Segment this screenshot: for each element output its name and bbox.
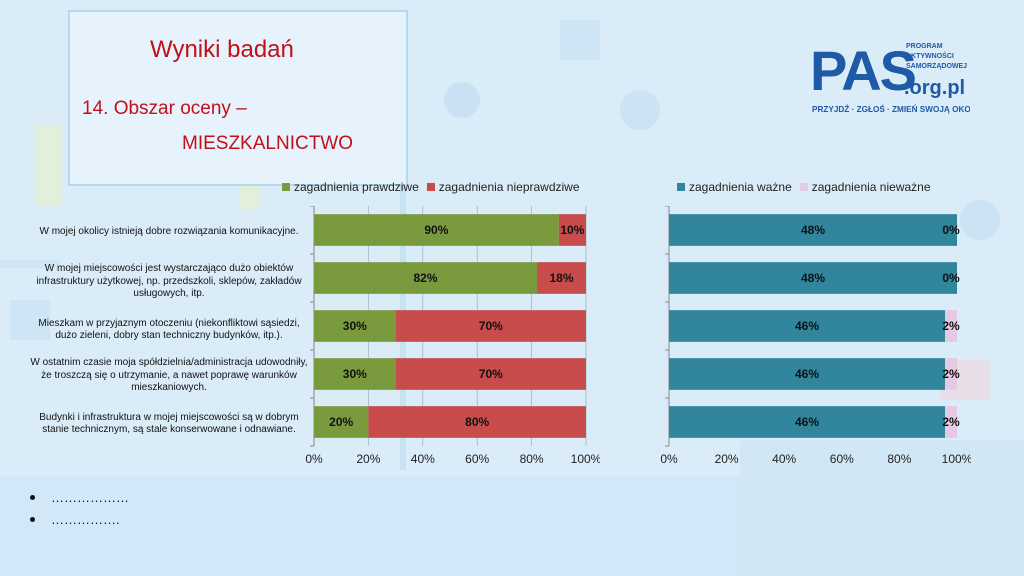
- data-label: 2%: [942, 319, 960, 333]
- bar-segment: [669, 310, 945, 342]
- legend-item-important: zagadnienia ważne: [677, 180, 792, 194]
- left-legend: zagadnienia prawdziwe zagadnienia niepra…: [282, 180, 580, 194]
- legend-item-true: zagadnienia prawdziwe: [282, 180, 419, 194]
- bar-segment: [314, 358, 396, 390]
- bar-segment: [945, 358, 957, 390]
- data-label: 0%: [942, 223, 960, 237]
- bar-segment: [314, 406, 369, 438]
- legend-item-false: zagadnienia nieprawdziwe: [426, 180, 580, 194]
- data-label: 48%: [801, 271, 825, 285]
- bar-segment: [945, 406, 957, 438]
- legend-label: zagadnienia prawdziwe: [294, 180, 419, 194]
- legend-label: zagadnienia nieważne: [811, 180, 931, 194]
- x-tick-label: 0%: [305, 452, 323, 466]
- bar-segment: [669, 262, 957, 294]
- x-tick-label: 100%: [571, 452, 600, 466]
- category-label: Mieszkam w przyjaznym otoczeniu (niekonf…: [38, 317, 300, 342]
- x-tick-label: 40%: [772, 452, 796, 466]
- data-label: 2%: [942, 367, 960, 381]
- chart-important: 48% 0% 48% 0% 46% 2% 46% 2% 46% 2% 0% 20% 40% 60% 80% 1…: [660, 206, 971, 466]
- data-label: 30%: [343, 367, 367, 381]
- x-tick-label: 80%: [887, 452, 911, 466]
- x-tick-label: 100%: [942, 452, 971, 466]
- logo-tag2: AKTYWNOŚCI: [906, 51, 954, 60]
- logo-tag3: SAMORZĄDOWEJ: [906, 63, 967, 70]
- x-tick-label: 20%: [356, 452, 380, 466]
- x-tick-label: 20%: [715, 452, 739, 466]
- legend-swatch: [282, 183, 290, 191]
- data-label: 30%: [343, 319, 367, 333]
- x-tick-label: 60%: [830, 452, 854, 466]
- pas-logo: PAS PROGRAM AKTYWNOŚCI SAMORZĄDOWEJ .org…: [810, 39, 970, 114]
- category-label: W mojej miejscowości jest wystarczająco …: [36, 263, 302, 300]
- bar-segment: [368, 406, 586, 438]
- bar-segment: [395, 310, 586, 342]
- bullet-text: ………………: [51, 489, 129, 505]
- bar-segment: [669, 406, 945, 438]
- bottom-panel: [0, 476, 740, 576]
- data-label: 80%: [465, 415, 489, 429]
- legend-item-unimportant: zagadnienia nieważne: [799, 180, 931, 194]
- x-tick-label: 60%: [465, 452, 489, 466]
- chart-true-false: 90% 10% 82% 18% 30% 70% 30% 70% 20% 80% 0% 20% 40% 60…: [305, 206, 600, 466]
- bullet-item: …………….: [30, 508, 129, 530]
- data-label: 2%: [942, 415, 960, 429]
- data-label: 46%: [795, 319, 819, 333]
- title-panel: [68, 10, 408, 186]
- data-label: 46%: [795, 367, 819, 381]
- data-label: 70%: [479, 319, 503, 333]
- logo-main: PAS: [810, 39, 916, 102]
- section-subtitle: 14. Obszar oceny –: [82, 98, 247, 119]
- data-label: 20%: [329, 415, 353, 429]
- legend-label: zagadnienia nieprawdziwe: [438, 180, 580, 194]
- bullet-dot: [30, 494, 35, 500]
- bar-segment: [314, 262, 538, 294]
- right-legend: zagadnienia ważne zagadnienia nieważne: [677, 180, 931, 194]
- bar-segment: [395, 358, 586, 390]
- bullet-list: ……………… …………….: [30, 486, 129, 530]
- section-subtitle-topic: MIESZKALNICTWO: [182, 133, 354, 154]
- legend-swatch: [677, 183, 685, 191]
- data-label: 0%: [942, 271, 960, 285]
- page-title: Wyniki badań: [150, 36, 294, 63]
- legend-swatch: [426, 183, 435, 191]
- category-label: W mojej okolicy istnieją dobre rozwiązan…: [39, 225, 299, 237]
- data-label: 48%: [801, 223, 825, 237]
- bar-segment: [314, 214, 559, 246]
- bullet-item: ………………: [30, 486, 129, 508]
- bar-segment: [537, 262, 586, 294]
- data-label: 70%: [479, 367, 503, 381]
- bar-segment: [558, 214, 586, 246]
- data-label: 90%: [424, 223, 448, 237]
- category-label: Budynki i infrastruktura w mojej miejsco…: [39, 411, 299, 436]
- bullet-dot: [30, 516, 35, 522]
- logo-slogan: PRZYJDŹ · ZGŁOŚ · ZMIEŃ SWOJĄ OKOLICĘ: [812, 103, 970, 114]
- data-label: 46%: [795, 415, 819, 429]
- logo-tag1: PROGRAM: [906, 43, 943, 50]
- logo-domain: .org.pl: [904, 77, 965, 99]
- bar-segment: [669, 214, 957, 246]
- x-tick-label: 40%: [411, 452, 435, 466]
- legend-label: zagadnienia ważne: [689, 180, 792, 194]
- legend-swatch: [799, 183, 808, 191]
- category-label: W ostatnim czasie moja spółdzielnia/admi…: [30, 357, 308, 394]
- bar-segment: [669, 358, 945, 390]
- x-tick-label: 0%: [660, 452, 678, 466]
- bullet-text: …………….: [51, 511, 120, 527]
- data-label: 18%: [550, 271, 574, 285]
- x-tick-label: 80%: [520, 452, 544, 466]
- bar-segment: [314, 310, 396, 342]
- data-label: 82%: [414, 271, 438, 285]
- data-label: 10%: [560, 223, 584, 237]
- bar-segment: [945, 310, 957, 342]
